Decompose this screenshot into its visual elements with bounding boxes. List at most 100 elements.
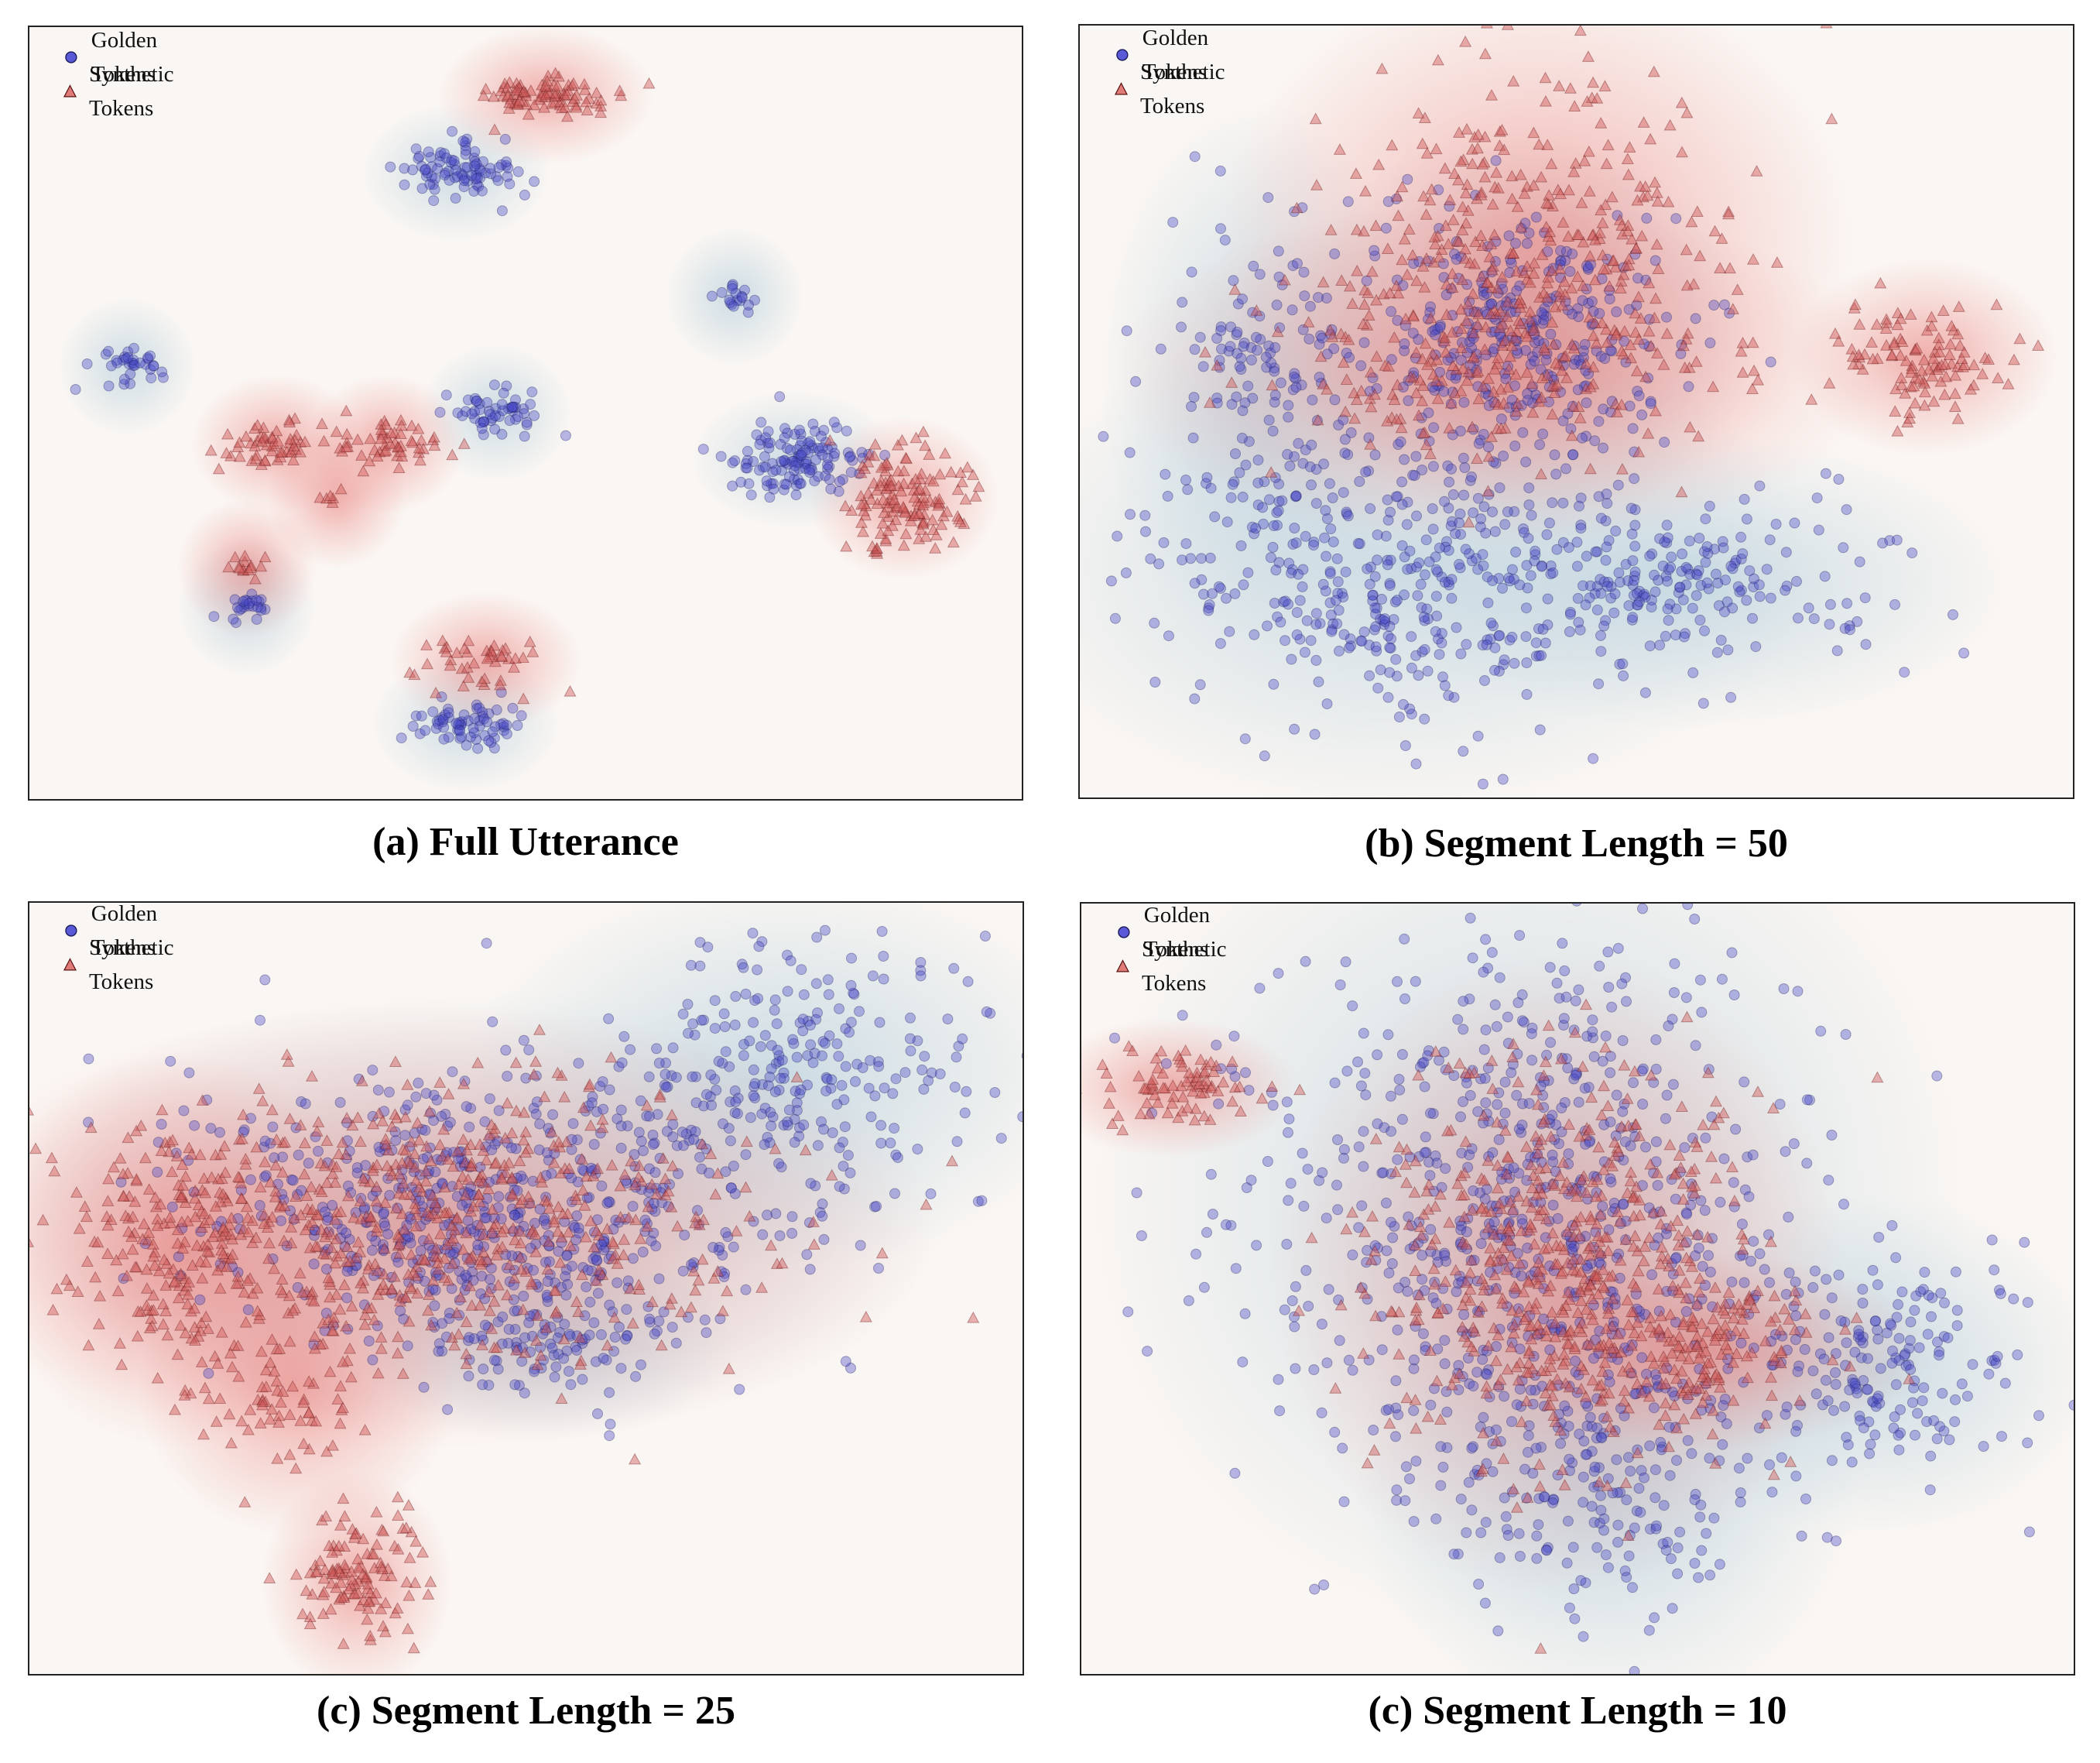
golden-point xyxy=(586,1265,598,1277)
golden-point xyxy=(729,1019,741,1031)
golden-point xyxy=(846,952,857,964)
golden-point xyxy=(433,719,444,730)
synthetic-point xyxy=(1927,395,1941,407)
golden-point xyxy=(867,970,879,982)
golden-point xyxy=(428,1089,440,1101)
golden-point xyxy=(735,476,747,488)
golden-point xyxy=(1520,456,1532,468)
synthetic-point xyxy=(341,440,355,452)
synthetic-point xyxy=(1650,187,1663,198)
synthetic-point xyxy=(1923,363,1936,375)
golden-point xyxy=(659,1079,670,1091)
golden-point xyxy=(1482,241,1493,252)
golden-point xyxy=(440,389,452,401)
golden-point xyxy=(1476,276,1488,288)
synthetic-point xyxy=(1955,352,1968,364)
golden-point xyxy=(1321,1357,1333,1369)
golden-point xyxy=(1693,565,1704,576)
synthetic-point xyxy=(262,1252,276,1264)
synthetic-point xyxy=(481,652,494,664)
golden-point xyxy=(1379,616,1391,627)
golden-point xyxy=(1512,348,1523,359)
golden-point xyxy=(794,1017,806,1029)
golden-point xyxy=(83,1116,94,1128)
golden-point xyxy=(1583,368,1595,379)
synthetic-point xyxy=(972,480,985,492)
golden-point xyxy=(793,463,805,475)
golden-point xyxy=(498,721,509,732)
synthetic-point xyxy=(255,435,269,448)
golden-point xyxy=(452,724,464,736)
golden-point xyxy=(395,1305,406,1317)
golden-point xyxy=(495,1213,507,1225)
golden-point xyxy=(1399,320,1411,331)
golden-point xyxy=(1412,590,1423,602)
synthetic-point xyxy=(1731,283,1744,295)
golden-point xyxy=(1334,645,1345,657)
synthetic-point xyxy=(1438,162,1451,174)
golden-point xyxy=(801,1249,813,1261)
golden-point xyxy=(518,403,529,414)
golden-point xyxy=(1333,419,1345,430)
golden-point xyxy=(1510,238,1521,249)
golden-point xyxy=(1845,624,1855,636)
golden-point xyxy=(446,1283,457,1295)
golden-point xyxy=(468,1274,479,1286)
synthetic-point xyxy=(1558,288,1571,300)
golden-point xyxy=(622,1330,633,1342)
golden-point xyxy=(427,1198,438,1209)
golden-point xyxy=(635,1135,647,1147)
synthetic-point xyxy=(412,446,426,458)
golden-point xyxy=(430,1267,441,1278)
golden-point xyxy=(1690,1040,1701,1051)
golden-point xyxy=(469,413,481,424)
golden-point xyxy=(727,480,738,492)
synthetic-point xyxy=(371,450,384,461)
golden-point xyxy=(1289,523,1300,533)
golden-point xyxy=(757,1229,769,1240)
golden-point xyxy=(1197,361,1209,372)
synthetic-point xyxy=(1588,234,1602,245)
golden-point xyxy=(1472,381,1484,393)
synthetic-point xyxy=(1581,94,1594,107)
golden-point xyxy=(1422,613,1434,625)
golden-point xyxy=(1489,642,1501,653)
golden-point xyxy=(553,1349,564,1360)
synthetic-point xyxy=(477,1144,490,1156)
golden-point xyxy=(1445,352,1457,363)
golden-point xyxy=(1314,372,1325,383)
golden-point xyxy=(142,353,154,365)
golden-point xyxy=(485,163,496,174)
golden-point xyxy=(491,1355,502,1367)
golden-point xyxy=(759,1103,771,1114)
golden-point xyxy=(647,1130,659,1140)
synthetic-point xyxy=(415,434,428,446)
golden-point xyxy=(507,702,519,714)
golden-point xyxy=(1237,405,1249,417)
synthetic-point xyxy=(1383,286,1396,299)
golden-point xyxy=(652,1109,663,1120)
golden-point xyxy=(1189,344,1201,355)
golden-point xyxy=(1618,670,1629,681)
golden-point xyxy=(1543,517,1555,529)
golden-point xyxy=(598,1244,610,1256)
golden-point xyxy=(803,464,815,475)
golden-point xyxy=(128,342,139,354)
golden-point xyxy=(613,1322,625,1333)
golden-point xyxy=(1494,328,1506,340)
golden-point xyxy=(449,1257,461,1268)
synthetic-point xyxy=(876,493,890,506)
golden-point xyxy=(472,1239,484,1250)
synthetic-point xyxy=(505,1171,519,1183)
golden-point xyxy=(474,404,485,416)
golden-point xyxy=(1582,263,1594,275)
golden-point xyxy=(474,1161,486,1173)
golden-point xyxy=(701,1143,712,1154)
synthetic-point xyxy=(432,1263,445,1275)
golden-point xyxy=(379,1207,390,1218)
synthetic-point xyxy=(564,684,577,697)
golden-point xyxy=(477,1379,488,1391)
golden-point xyxy=(1611,306,1622,317)
golden-point xyxy=(460,140,471,152)
golden-point xyxy=(1538,314,1550,326)
